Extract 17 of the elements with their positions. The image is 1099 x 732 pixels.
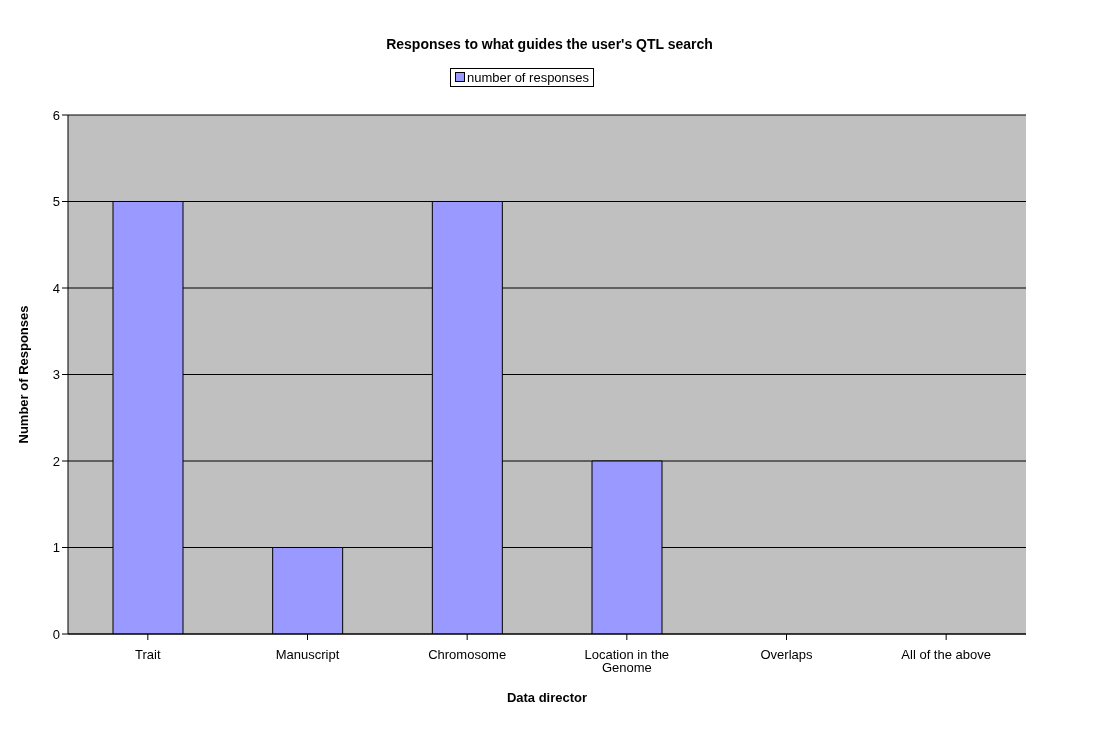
- chart-title: Responses to what guides the user's QTL search: [385, 35, 714, 54]
- x-tick-label: Chromosome: [428, 647, 507, 663]
- y-tick-label: 0: [52, 626, 60, 642]
- legend-label: number of responses: [465, 70, 590, 85]
- x-tick-label: Trait: [135, 647, 161, 663]
- y-tick-label: 3: [52, 367, 60, 383]
- y-tick-label: 4: [52, 280, 60, 296]
- y-tick-label: 2: [52, 453, 60, 469]
- y-tick-label: 6: [52, 107, 60, 123]
- y-tick-label: 1: [52, 540, 60, 556]
- x-tick-label: Manuscript: [275, 647, 340, 663]
- x-tick-label: Overlaps: [760, 647, 813, 663]
- y-tick-label: 5: [52, 194, 60, 210]
- x-tick-label: Location in the Genome: [584, 647, 670, 676]
- x-tick-label: All of the above: [901, 647, 991, 663]
- y-axis-title: Number of Responses: [15, 305, 31, 444]
- x-axis-title: Data director: [506, 690, 588, 705]
